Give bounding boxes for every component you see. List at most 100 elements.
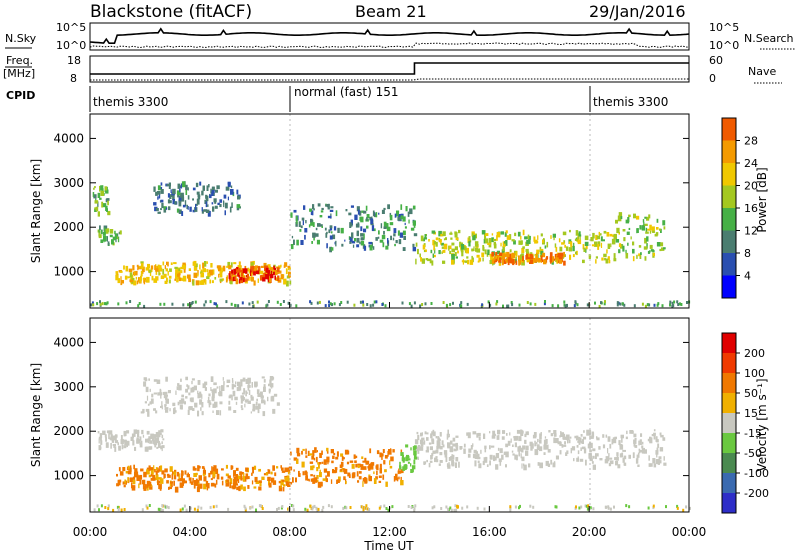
heatmap-cell xyxy=(366,217,368,221)
heatmap-cell xyxy=(655,459,659,465)
heatmap-cell xyxy=(329,209,334,212)
heatmap-cell xyxy=(563,300,566,304)
heatmap-cell xyxy=(269,277,272,283)
heatmap-cell xyxy=(641,448,645,454)
heatmap-cell xyxy=(138,483,140,489)
heatmap-cell xyxy=(236,381,241,387)
heatmap-cell xyxy=(455,508,458,512)
heatmap-cell xyxy=(544,300,546,303)
heatmap-cell xyxy=(165,207,168,210)
heatmap-cell xyxy=(241,301,244,305)
heatmap-cell xyxy=(180,398,185,402)
heatmap-cell xyxy=(168,486,170,490)
heatmap-cell xyxy=(260,391,263,396)
heatmap-cell xyxy=(638,245,642,248)
heatmap-cell xyxy=(356,206,360,212)
heatmap-cell xyxy=(277,280,282,283)
heatmap-cell xyxy=(292,504,295,508)
heatmap-cell xyxy=(211,202,214,205)
heatmap-cell xyxy=(434,457,438,463)
heatmap-cell xyxy=(195,182,199,188)
heatmap-cell xyxy=(605,505,608,509)
heatmap-cell xyxy=(625,436,628,440)
heatmap-cell xyxy=(493,241,496,246)
heatmap-cell xyxy=(530,259,533,264)
heatmap-cell xyxy=(192,477,194,483)
heatmap-cell xyxy=(550,433,554,437)
heatmap-cell xyxy=(263,262,267,266)
heatmap-cell xyxy=(649,224,652,231)
heatmap-cell xyxy=(307,450,310,456)
heatmap-cell xyxy=(433,241,436,245)
heatmap-cell xyxy=(179,188,181,193)
heatmap-cell xyxy=(432,239,435,246)
heatmap-cell xyxy=(612,437,617,444)
heatmap-cell xyxy=(145,438,149,443)
heatmap-cell xyxy=(181,181,186,188)
heatmap-cell xyxy=(269,379,272,386)
heatmap-cell xyxy=(440,242,444,246)
heatmap-cell xyxy=(121,444,124,450)
heatmap-cell xyxy=(501,249,505,255)
heatmap-cell xyxy=(105,437,107,442)
heatmap-cell xyxy=(151,275,154,281)
heatmap-cell xyxy=(121,438,124,442)
heatmap-cell xyxy=(104,186,108,191)
heatmap-cell xyxy=(333,226,337,231)
heatmap-cell xyxy=(372,303,375,307)
heatmap-cell xyxy=(335,240,337,247)
heatmap-cell xyxy=(634,438,637,441)
heatmap-cell xyxy=(569,436,572,439)
heatmap-cell xyxy=(251,382,253,388)
heatmap-cell xyxy=(209,505,212,509)
heatmap-cell xyxy=(239,471,241,475)
heatmap-cell xyxy=(583,448,587,454)
heatmap-cell xyxy=(607,448,609,454)
heatmap-cell xyxy=(602,444,606,449)
heatmap-cell xyxy=(584,235,589,241)
heatmap-cell xyxy=(272,377,275,380)
heatmap-cell xyxy=(342,457,345,460)
heatmap-cell xyxy=(197,480,200,484)
heatmap-cell xyxy=(214,469,216,473)
heatmap-cell xyxy=(362,300,364,304)
heatmap-cell xyxy=(153,408,155,411)
heatmap-cell xyxy=(663,247,666,250)
heatmap-cell xyxy=(623,455,627,460)
heatmap-cell xyxy=(413,445,417,449)
heatmap-cell xyxy=(510,438,512,443)
heatmap-cell xyxy=(354,214,358,220)
heatmap-cell xyxy=(349,506,352,509)
heatmap-cell xyxy=(474,454,479,459)
heatmap-cell xyxy=(525,445,529,451)
heatmap-cell xyxy=(255,480,260,484)
heatmap-cell xyxy=(371,225,375,231)
heatmap-cell xyxy=(247,387,250,391)
heatmap-cell xyxy=(455,445,459,451)
heatmap-cell xyxy=(600,242,603,248)
heatmap-cell xyxy=(350,223,353,227)
heatmap-cell xyxy=(132,479,136,485)
heatmap-cell xyxy=(646,236,649,242)
heatmap-cell xyxy=(550,252,553,257)
beam-title: Beam 21 xyxy=(355,2,427,21)
heatmap-cell xyxy=(644,304,647,308)
heatmap-cell xyxy=(420,432,423,437)
heatmap-cell xyxy=(184,200,187,206)
heatmap-cell xyxy=(328,304,331,307)
heatmap-cell xyxy=(188,274,191,280)
heatmap-cell xyxy=(491,253,494,257)
heatmap-cell xyxy=(586,507,589,511)
colorbar-segment xyxy=(722,208,736,231)
heatmap-cell xyxy=(221,468,224,471)
heatmap-cell xyxy=(411,465,416,470)
heatmap-cell xyxy=(195,280,200,286)
heatmap-cell xyxy=(97,192,101,198)
heatmap-cell xyxy=(523,464,527,471)
x-tick-label: 08:00 xyxy=(272,525,307,539)
heatmap-cell xyxy=(196,508,199,512)
heatmap-cell xyxy=(592,232,595,239)
heatmap-cell xyxy=(580,447,582,451)
heatmap-cell xyxy=(368,463,373,468)
heatmap-cell xyxy=(270,273,274,279)
